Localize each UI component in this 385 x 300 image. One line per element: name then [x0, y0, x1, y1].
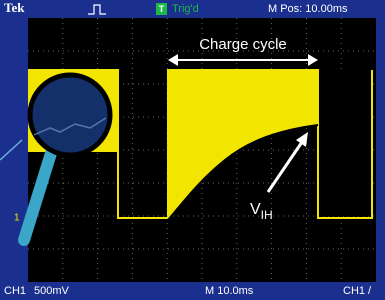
position: M Pos: 10.00ms: [268, 3, 348, 15]
brand: Tek: [4, 0, 25, 15]
scope-screen: Charge cycle VIH 1 Tek T Trig'd M Pos: 1…: [0, 0, 385, 300]
timebase: M 10.0ms: [205, 285, 254, 297]
trigger-badge: T: [159, 4, 165, 14]
page: {"header": {"brand": "Tek", "trigger_bad…: [0, 0, 385, 300]
charge-cycle-label: Charge cycle: [199, 36, 287, 53]
channel-marker: 1: [14, 213, 20, 224]
magnifier-lens: [30, 75, 110, 155]
trigger-status: Trig'd: [172, 3, 199, 15]
scale: 500mV: [34, 285, 70, 297]
v-label: V: [250, 201, 261, 218]
trigger-source: CH1 /: [343, 285, 372, 297]
discharge-gap: [320, 70, 370, 216]
v-subscript: IH: [261, 208, 273, 222]
channel: CH1: [4, 285, 26, 297]
